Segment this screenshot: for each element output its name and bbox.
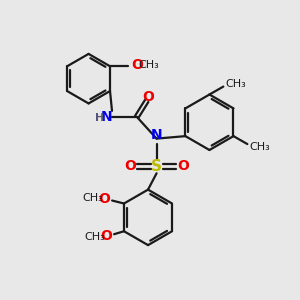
Text: CH₃: CH₃ <box>225 79 246 88</box>
Text: O: O <box>100 229 112 243</box>
Text: CH₃: CH₃ <box>139 60 160 70</box>
Text: CH₃: CH₃ <box>84 232 105 242</box>
Text: O: O <box>124 159 136 173</box>
Text: N: N <box>101 110 113 124</box>
Text: H: H <box>95 113 105 123</box>
Text: CH₃: CH₃ <box>249 142 270 152</box>
Text: O: O <box>143 90 154 104</box>
Text: N: N <box>151 128 162 142</box>
Text: CH₃: CH₃ <box>82 193 103 202</box>
Text: S: S <box>151 159 162 174</box>
Text: O: O <box>177 159 189 173</box>
Text: O: O <box>131 58 143 72</box>
Text: O: O <box>98 191 110 206</box>
